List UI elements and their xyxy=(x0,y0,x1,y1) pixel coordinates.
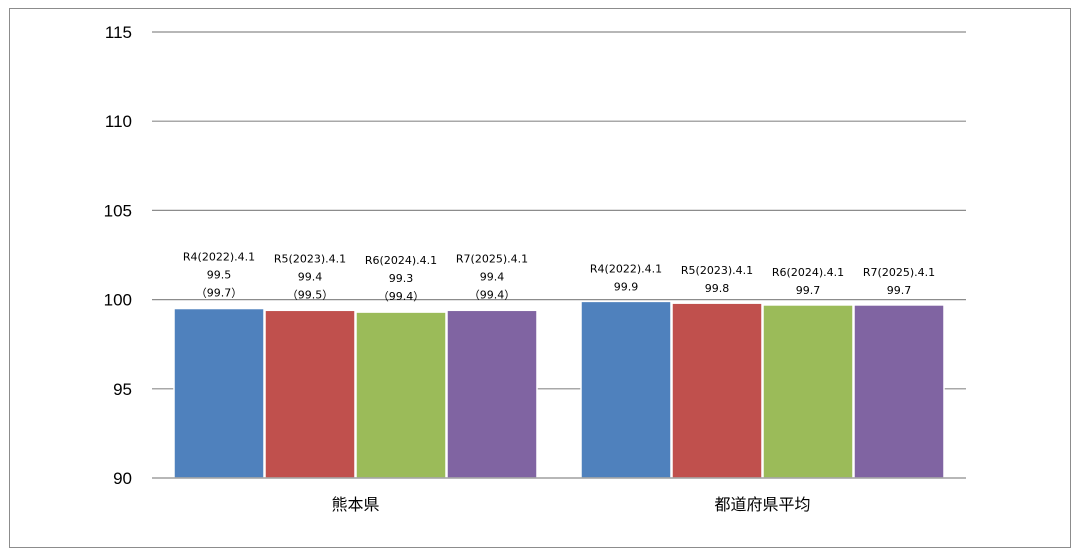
data-label-value-3-1: 99.3 xyxy=(389,272,414,285)
data-label-date-1-1: R4(2022).4.1 xyxy=(183,251,255,264)
data-label-date-1-2: R4(2022).4.1 xyxy=(590,262,662,275)
data-label-value-4-2: 99.7 xyxy=(887,284,912,297)
data-label-date-2-1: R5(2023).4.1 xyxy=(274,252,346,265)
data-label-note-2-1: （99.5） xyxy=(287,288,334,301)
data-label-value-2-1: 99.4 xyxy=(298,270,323,283)
y-tick-label-90: 90 xyxy=(113,469,132,488)
bar-3-group-1 xyxy=(355,311,447,479)
x-category-label-2: 都道府県平均 xyxy=(714,495,810,514)
data-label-value-4-1: 99.4 xyxy=(480,270,505,283)
data-label-date-4-1: R7(2025).4.1 xyxy=(456,252,528,265)
data-label-date-3-1: R6(2024).4.1 xyxy=(365,254,437,267)
data-label-date-2-2: R5(2023).4.1 xyxy=(681,264,753,277)
bar-4-group-1 xyxy=(446,309,538,479)
data-label-value-1-1: 99.5 xyxy=(207,269,232,282)
y-tick-label-105: 105 xyxy=(104,201,132,220)
y-tick-label-110: 110 xyxy=(105,112,132,131)
data-label-value-1-2: 99.9 xyxy=(614,280,639,293)
data-label-note-1-1: （99.7） xyxy=(196,287,243,300)
data-label-date-3-2: R6(2024).4.1 xyxy=(772,266,844,279)
data-label-date-4-2: R7(2025).4.1 xyxy=(863,266,935,279)
data-label-value-2-2: 99.8 xyxy=(705,282,730,295)
data-label-value-3-2: 99.7 xyxy=(796,284,821,297)
bar-1-group-1 xyxy=(173,307,265,479)
y-tick-label-100: 100 xyxy=(104,291,132,310)
x-category-label-1: 熊本県 xyxy=(331,495,379,514)
bar-2-group-2 xyxy=(671,302,763,479)
bar-4-group-2 xyxy=(853,304,945,479)
data-label-note-3-1: （99.4） xyxy=(378,290,425,303)
y-tick-label-115: 115 xyxy=(105,23,132,42)
bar-2-group-1 xyxy=(264,309,356,479)
y-tick-label-95: 95 xyxy=(113,380,132,399)
bar-1-group-2 xyxy=(580,300,672,479)
data-label-note-4-1: （99.4） xyxy=(469,288,516,301)
bar-3-group-2 xyxy=(762,304,854,479)
